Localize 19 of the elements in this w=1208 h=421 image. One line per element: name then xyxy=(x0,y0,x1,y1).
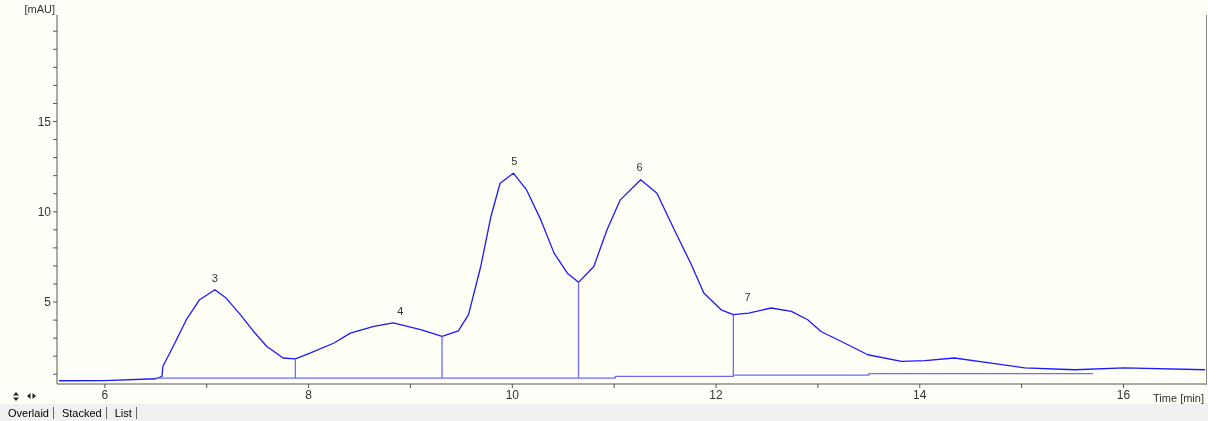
text: Stacked xyxy=(59,407,107,419)
text: Overlaid xyxy=(6,407,54,419)
annotation: 3 xyxy=(211,271,218,284)
x-axis-title: Time [min] xyxy=(1153,392,1204,404)
y-axis-title: [mAU] xyxy=(24,2,55,15)
x-tick-label: 14 xyxy=(913,387,927,402)
y-tick-label: 15 xyxy=(37,114,52,129)
text: List xyxy=(112,407,137,419)
x-tick-label: 10 xyxy=(505,387,520,402)
y-tick-label: 10 xyxy=(37,205,52,220)
annotation: 5 xyxy=(511,155,518,168)
x-tick-label: 12 xyxy=(709,387,724,402)
x-tick-label: 8 xyxy=(305,387,313,402)
x-tick-label: 6 xyxy=(101,387,109,402)
annotation: 6 xyxy=(636,161,643,174)
y-tick-label: 5 xyxy=(44,295,52,310)
annotation: 4 xyxy=(397,304,404,317)
x-tick-label: 16 xyxy=(1116,387,1131,402)
annotation: 7 xyxy=(744,291,751,304)
